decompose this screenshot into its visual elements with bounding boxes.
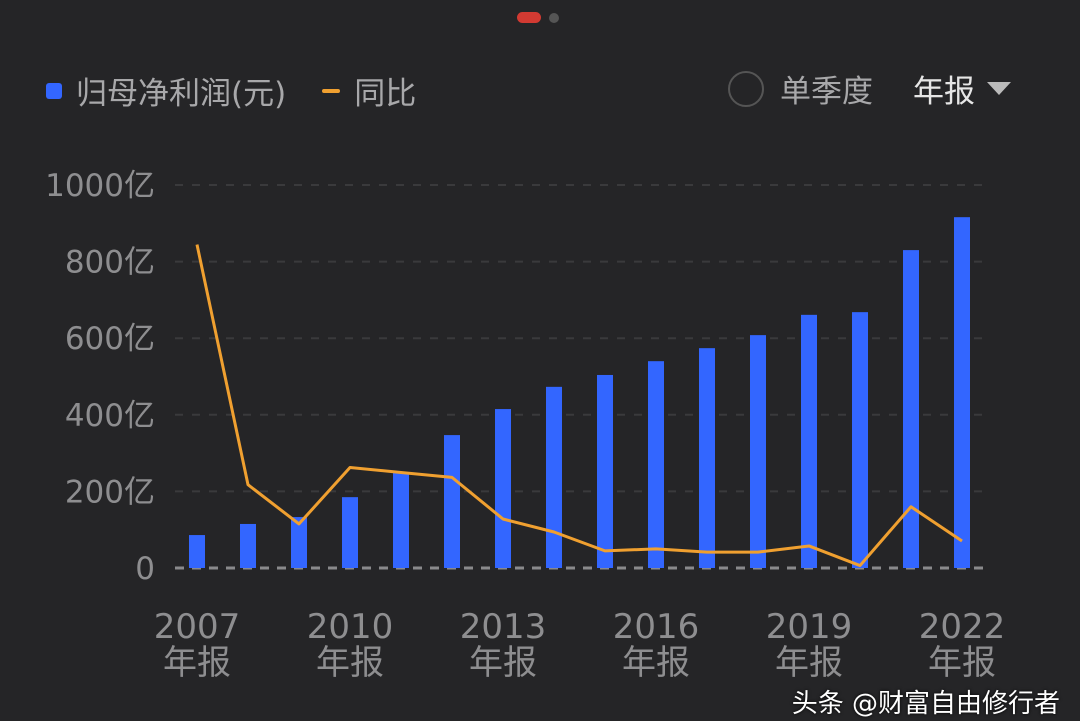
x-tick-year: 2019 — [766, 607, 853, 647]
bar-2013 — [495, 409, 511, 568]
quarter-label[interactable]: 单季度 — [780, 74, 873, 110]
bar-2008 — [240, 523, 256, 568]
watermark: 头条 @财富自由修行者 — [791, 689, 1060, 719]
y-tick-label: 600亿 — [65, 321, 155, 357]
x-tick-year: 2010 — [307, 607, 394, 647]
bar-legend-label: 归母净利润(元) — [76, 76, 287, 112]
line-legend-label: 同比 — [354, 76, 417, 112]
period-dropdown[interactable]: 年报 — [913, 74, 975, 110]
y-tick-label: 400亿 — [65, 398, 155, 434]
bar-2014 — [546, 386, 562, 568]
y-tick-label: 0 — [135, 551, 155, 587]
bar-2012 — [444, 435, 460, 568]
y-tick-label: 800亿 — [65, 245, 155, 281]
chart-controls: 单季度 年报 — [728, 66, 1011, 111]
bar-legend-swatch — [46, 82, 62, 99]
bar-2019 — [801, 314, 817, 568]
legend: 归母净利润(元) 同比 — [46, 68, 416, 113]
x-tick-period: 年报 — [928, 643, 996, 683]
x-tick-year: 2007 — [154, 607, 241, 647]
x-tick-year: 2013 — [460, 607, 547, 647]
bar-2021 — [903, 250, 919, 569]
bar-2011 — [393, 473, 409, 568]
page-indicator[interactable] — [517, 12, 559, 23]
bar-2017 — [699, 348, 715, 568]
bar-2016 — [648, 361, 664, 568]
y-tick-label: 200亿 — [65, 474, 155, 510]
x-tick-period: 年报 — [622, 643, 690, 683]
x-tick-year: 2022 — [919, 607, 1006, 647]
bar-2020 — [852, 312, 868, 568]
bar-2009 — [291, 517, 307, 568]
x-tick-period: 年报 — [775, 643, 843, 683]
line-legend-swatch — [322, 88, 341, 93]
bar-2010 — [342, 497, 358, 568]
y-tick-label: 1000亿 — [45, 168, 155, 204]
bar-2018 — [750, 335, 766, 568]
quarter-radio[interactable] — [728, 70, 764, 107]
page-dot-active[interactable] — [517, 12, 541, 23]
x-tick-period: 年报 — [163, 643, 231, 683]
x-tick-period: 年报 — [469, 643, 537, 683]
bar-2022 — [954, 217, 970, 568]
x-tick-period: 年报 — [316, 643, 384, 683]
chevron-down-icon[interactable] — [987, 82, 1011, 95]
page-dot[interactable] — [549, 12, 559, 23]
yoy-line — [195, 244, 963, 568]
bar-2007 — [189, 535, 205, 568]
bar-2015 — [597, 374, 613, 568]
x-tick-year: 2016 — [613, 607, 700, 647]
